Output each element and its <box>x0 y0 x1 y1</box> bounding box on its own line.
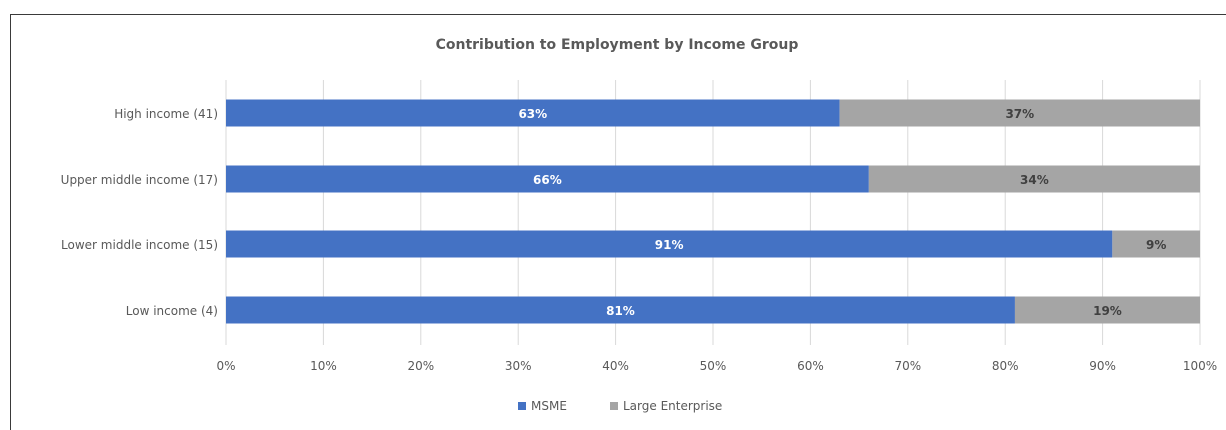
data-labels: 63% 37% 66% 34% 91% 9% 81% 19% <box>518 107 1166 318</box>
data-label: 66% <box>533 173 562 187</box>
data-label: 37% <box>1005 107 1034 121</box>
x-tick-label: 0% <box>216 359 235 373</box>
large-enterprise-bar <box>1112 230 1200 258</box>
category-label: Upper middle income (17) <box>61 173 218 187</box>
data-label: 19% <box>1093 304 1122 318</box>
x-tick-label: 10% <box>310 359 337 373</box>
category-label: Lower middle income (15) <box>61 238 218 252</box>
category-axis: High income (41) Upper middle income (17)… <box>61 107 218 318</box>
bars <box>226 99 1200 324</box>
legend-item: Large Enterprise <box>610 399 722 413</box>
legend-label: Large Enterprise <box>623 399 722 413</box>
x-tick-label: 100% <box>1183 359 1217 373</box>
legend-label: MSME <box>531 399 567 413</box>
chart-title: Contribution to Employment by Income Gro… <box>436 37 799 53</box>
x-tick-label: 20% <box>407 359 434 373</box>
data-label: 81% <box>606 304 635 318</box>
large-enterprise-bar <box>868 165 1200 193</box>
data-label: 91% <box>655 238 684 252</box>
legend-swatch <box>610 402 618 410</box>
msme-bar <box>226 296 1015 324</box>
x-tick-label: 30% <box>505 359 532 373</box>
legend-swatch <box>518 402 526 410</box>
msme-bar <box>226 165 869 193</box>
x-tick-label: 40% <box>602 359 629 373</box>
msme-bar <box>226 230 1113 258</box>
x-tick-label: 50% <box>700 359 727 373</box>
category-label: High income (41) <box>114 107 218 121</box>
x-tick-label: 90% <box>1089 359 1116 373</box>
x-tick-label: 70% <box>894 359 921 373</box>
legend: MSME Large Enterprise <box>518 399 722 413</box>
msme-bar <box>226 99 840 127</box>
large-enterprise-bar <box>839 99 1200 127</box>
large-enterprise-bar <box>1014 296 1200 324</box>
data-label: 9% <box>1146 238 1166 252</box>
frame-top-border <box>10 14 1226 15</box>
data-label: 63% <box>518 107 547 121</box>
value-axis: 0% 10% 20% 30% 40% 50% 60% 70% 80% 90% 100% <box>216 359 1217 373</box>
x-tick-label: 60% <box>797 359 824 373</box>
legend-item: MSME <box>518 399 567 413</box>
data-label: 34% <box>1020 173 1049 187</box>
x-tick-label: 80% <box>992 359 1019 373</box>
category-label: Low income (4) <box>126 304 218 318</box>
frame-left-border <box>10 14 11 430</box>
